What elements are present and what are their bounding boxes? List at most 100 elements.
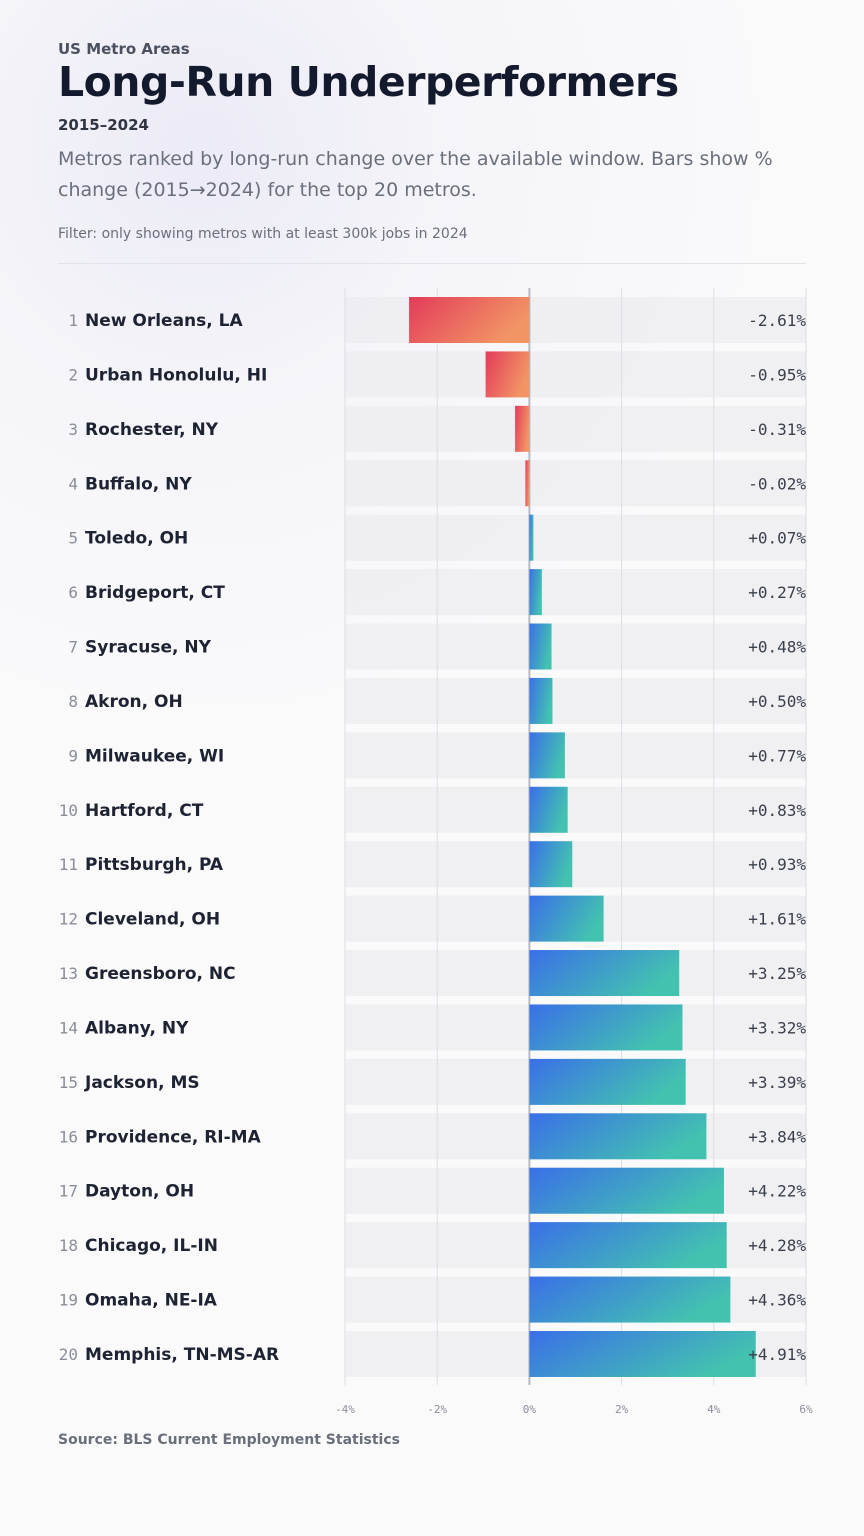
value-label: +4.36% xyxy=(748,1291,806,1310)
kicker: US Metro Areas xyxy=(58,40,190,58)
bar xyxy=(529,677,553,724)
row-track xyxy=(345,786,806,833)
filter-note: Filter: only showing metros with at leas… xyxy=(58,226,468,242)
bar xyxy=(529,514,534,561)
bar xyxy=(529,1276,731,1323)
value-label: +3.32% xyxy=(748,1018,806,1037)
bar xyxy=(529,569,542,616)
bar xyxy=(525,460,530,507)
x-tick-label: 2% xyxy=(615,1403,629,1416)
category-label: Omaha, NE-IA xyxy=(85,1291,218,1311)
value-label: -0.31% xyxy=(748,420,806,439)
x-tick-label: 6% xyxy=(799,1403,813,1416)
rank-label: 13 xyxy=(59,964,78,983)
bar xyxy=(529,1113,707,1160)
category-label: Bridgeport, CT xyxy=(85,583,225,603)
category-label: Buffalo, NY xyxy=(85,474,192,494)
value-label: +3.25% xyxy=(748,964,806,983)
source-note: Source: BLS Current Employment Statistic… xyxy=(58,1432,400,1448)
rank-label: 7 xyxy=(68,638,78,657)
bar xyxy=(529,732,565,779)
rank-label: 14 xyxy=(59,1018,78,1037)
rank-label: 17 xyxy=(59,1182,78,1201)
category-label: Akron, OH xyxy=(85,692,183,712)
rank-label: 8 xyxy=(68,692,78,711)
x-tick-label: -2% xyxy=(427,1403,447,1416)
rank-label: 10 xyxy=(59,801,78,820)
row-track xyxy=(345,569,806,616)
rank-label: 15 xyxy=(59,1073,78,1092)
value-label: +0.07% xyxy=(748,529,806,548)
chart-title: Long-Run Underperformers xyxy=(58,58,679,106)
bar xyxy=(529,786,568,833)
row-track xyxy=(345,460,806,507)
category-label: Dayton, OH xyxy=(85,1182,194,1202)
bar xyxy=(485,351,530,398)
row-track xyxy=(345,623,806,670)
bar xyxy=(515,405,530,452)
subtitle: Metros ranked by long-run change over th… xyxy=(58,148,773,201)
rank-label: 5 xyxy=(68,529,78,548)
rank-label: 16 xyxy=(59,1127,78,1146)
bar xyxy=(529,841,573,888)
category-label: Toledo, OH xyxy=(85,529,188,549)
category-label: New Orleans, LA xyxy=(85,311,243,331)
row-track xyxy=(345,732,806,779)
category-label: Milwaukee, WI xyxy=(85,746,224,766)
rank-label: 4 xyxy=(68,474,78,493)
rank-label: 19 xyxy=(59,1291,78,1310)
category-label: Syracuse, NY xyxy=(85,638,212,658)
divider xyxy=(58,263,806,264)
rank-label: 9 xyxy=(68,746,78,765)
value-label: +0.83% xyxy=(748,801,806,820)
category-label: Providence, RI-MA xyxy=(85,1127,262,1147)
category-label: Greensboro, NC xyxy=(85,964,236,984)
value-label: +0.93% xyxy=(748,855,806,874)
bar xyxy=(529,1222,727,1269)
bar xyxy=(529,895,604,942)
value-label: +3.84% xyxy=(748,1127,806,1146)
value-label: +0.48% xyxy=(748,638,806,657)
category-label: Pittsburgh, PA xyxy=(85,855,224,875)
value-label: +1.61% xyxy=(748,910,806,929)
bar xyxy=(529,1330,756,1377)
row-track xyxy=(345,351,806,398)
value-label: +0.77% xyxy=(748,746,806,765)
value-label: +4.28% xyxy=(748,1236,806,1255)
bar xyxy=(529,950,680,997)
rank-label: 3 xyxy=(68,420,78,439)
value-label: -0.02% xyxy=(748,474,806,493)
rank-label: 2 xyxy=(68,365,78,384)
category-label: Chicago, IL-IN xyxy=(85,1236,218,1256)
row-track xyxy=(345,841,806,888)
value-label: -2.61% xyxy=(748,311,806,330)
rank-label: 20 xyxy=(59,1345,78,1364)
category-label: Urban Honolulu, HI xyxy=(85,365,267,385)
rank-label: 11 xyxy=(59,855,78,874)
value-label: +4.91% xyxy=(748,1345,806,1364)
category-label: Albany, NY xyxy=(85,1018,189,1038)
x-tick-label: -4% xyxy=(335,1403,355,1416)
value-label: +3.39% xyxy=(748,1073,806,1092)
x-tick-label: 4% xyxy=(707,1403,721,1416)
rank-label: 1 xyxy=(68,311,78,330)
row-track xyxy=(345,677,806,724)
category-label: Jackson, MS xyxy=(84,1073,200,1093)
bar xyxy=(529,623,552,670)
category-label: Cleveland, OH xyxy=(85,910,220,930)
category-label: Rochester, NY xyxy=(85,420,219,440)
value-label: -0.95% xyxy=(748,365,806,384)
date-range: 2015–2024 xyxy=(58,116,149,134)
bar xyxy=(529,1167,724,1214)
row-track xyxy=(345,405,806,452)
category-label: Hartford, CT xyxy=(85,801,204,821)
x-tick-label: 0% xyxy=(523,1403,537,1416)
value-label: +0.27% xyxy=(748,583,806,602)
rank-label: 12 xyxy=(59,910,78,929)
value-label: +0.50% xyxy=(748,692,806,711)
bar xyxy=(409,297,530,343)
category-label: Memphis, TN-MS-AR xyxy=(85,1345,279,1365)
value-label: +4.22% xyxy=(748,1182,806,1201)
row-track xyxy=(345,514,806,561)
